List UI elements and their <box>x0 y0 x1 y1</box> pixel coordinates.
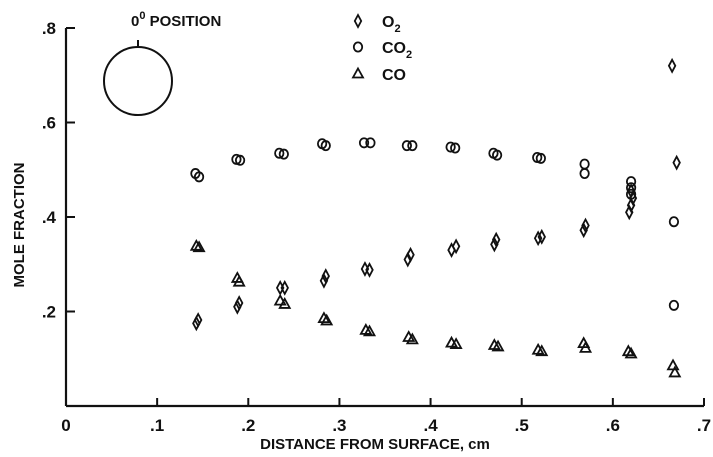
series-o2 <box>192 57 681 332</box>
point-co2 <box>401 140 412 152</box>
point-co <box>362 324 377 337</box>
legend-label-o2: O2 <box>382 14 401 35</box>
x-tick-label: .6 <box>606 416 620 435</box>
point-o2 <box>581 217 590 234</box>
y-tick-label: .8 <box>42 19 56 38</box>
legend-label-sub: 2 <box>394 23 400 35</box>
point-co2 <box>625 182 637 194</box>
point-co2 <box>274 147 285 159</box>
point-co2 <box>407 140 418 152</box>
point-co <box>192 240 206 253</box>
point-o2 <box>533 230 543 247</box>
point-co <box>405 332 419 345</box>
legend-label-base: CO <box>382 40 406 57</box>
series-co2 <box>190 137 680 311</box>
inset-position-diagram: 00 POSITION <box>103 10 221 116</box>
point-co2 <box>579 168 590 180</box>
x-tick-label: .5 <box>515 416 529 435</box>
point-co <box>449 337 463 349</box>
point-o2 <box>321 268 330 284</box>
tick-labels: .1 .2 .3 .4 .5 .6 .7 .2 .4 .6 .8 <box>42 19 711 435</box>
point-co2 <box>445 141 456 153</box>
point-o2 <box>672 154 681 171</box>
point-co <box>666 358 680 371</box>
point-co <box>189 238 203 251</box>
legend-item-o2: O2 <box>353 13 401 35</box>
series-co <box>189 238 682 378</box>
point-o2 <box>193 312 203 328</box>
point-co2 <box>668 216 680 228</box>
point-o2 <box>280 279 289 296</box>
point-co <box>535 344 549 357</box>
point-co <box>273 293 287 306</box>
axes <box>64 28 704 408</box>
point-co <box>491 339 505 352</box>
point-o2 <box>192 315 201 332</box>
legend-marker-co <box>351 66 365 79</box>
position-circle <box>103 46 173 116</box>
point-co2 <box>625 188 637 200</box>
point-o2 <box>491 231 501 248</box>
point-o2 <box>490 236 499 253</box>
point-o2 <box>667 57 677 74</box>
point-o2 <box>365 262 374 278</box>
inset-label: 00 POSITION <box>131 10 221 30</box>
point-co <box>320 313 334 326</box>
x-tick-label: .7 <box>697 416 711 435</box>
point-co <box>278 297 292 309</box>
point-co2 <box>234 154 246 166</box>
legend-item-co2: CO2 <box>352 40 412 61</box>
point-co <box>624 346 638 359</box>
y-axis-title: MOLE FRACTION <box>11 163 28 288</box>
point-co2 <box>320 140 331 152</box>
point-co2 <box>535 152 546 164</box>
y-tick-label: .2 <box>42 303 56 322</box>
x-tick-label: .3 <box>332 416 346 435</box>
point-o2 <box>233 298 242 315</box>
point-o2 <box>537 228 546 245</box>
legend-label-base: O <box>382 14 394 31</box>
point-co2 <box>365 137 376 149</box>
point-o2 <box>406 246 415 263</box>
point-co2 <box>625 176 637 188</box>
point-co2 <box>579 158 590 170</box>
point-co2 <box>278 148 289 160</box>
point-o2 <box>451 238 461 255</box>
point-co2 <box>668 299 680 311</box>
legend-label-co2: CO2 <box>382 40 412 61</box>
y-tick-label: .4 <box>42 208 57 227</box>
y-tick-label: .6 <box>42 114 56 133</box>
legend-marker-co2 <box>352 41 364 53</box>
point-co2 <box>358 137 370 149</box>
point-co2 <box>193 171 205 183</box>
x-tick-label: .4 <box>423 416 438 435</box>
x-axis-title: DISTANCE FROM SURFACE, cm <box>260 436 490 453</box>
ticks <box>66 27 705 406</box>
point-co2 <box>492 149 503 161</box>
point-co2 <box>450 142 461 154</box>
legend-item-co: CO <box>351 66 406 84</box>
point-co <box>578 341 593 353</box>
legend-label-base: CO <box>382 67 406 84</box>
origin-label: 0 <box>61 416 70 435</box>
point-o2 <box>234 295 244 311</box>
inset-label-base: 0 <box>131 13 139 30</box>
point-co <box>668 365 682 378</box>
inset-label-sup: 0 <box>139 10 145 22</box>
data-points <box>189 57 682 378</box>
inset-label-rest: POSITION <box>145 13 221 30</box>
legend-label-sub: 2 <box>406 49 412 61</box>
point-o2 <box>579 222 588 239</box>
legend-label-co: CO <box>382 67 406 84</box>
point-o2 <box>626 183 636 199</box>
legend-marker-o2 <box>353 13 363 29</box>
x-tick-label: .2 <box>241 416 255 435</box>
point-o2 <box>319 272 329 289</box>
point-co <box>232 274 246 287</box>
point-o2 <box>403 251 413 268</box>
x-tick-label: .1 <box>150 416 164 435</box>
